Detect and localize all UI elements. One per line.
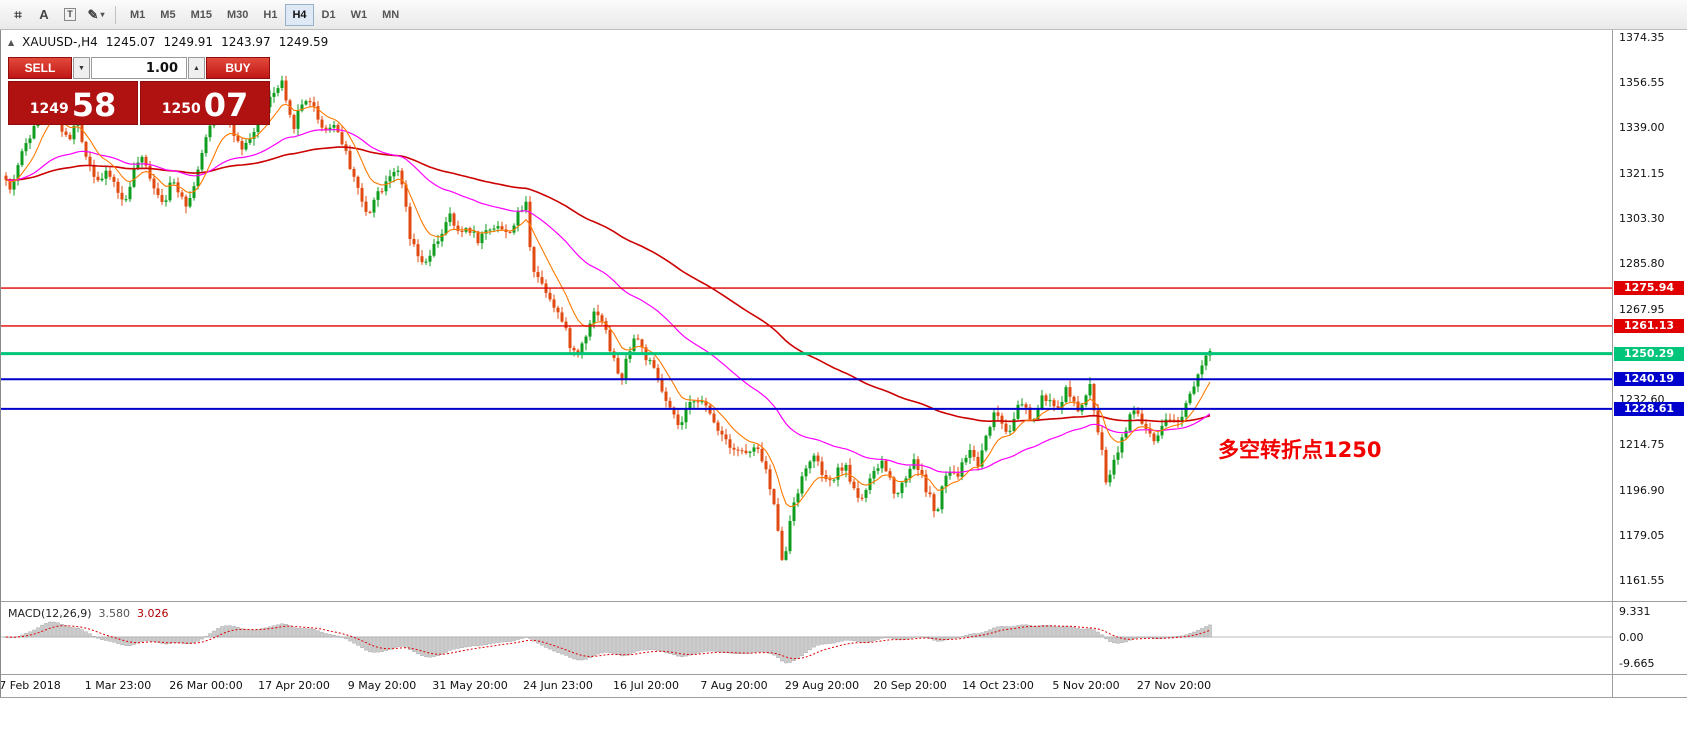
time-axis-label: 17 Apr 20:00	[258, 679, 330, 692]
sell-button[interactable]: SELL	[8, 57, 72, 79]
price-axis-tick: 1374.35	[1619, 31, 1665, 44]
chart-canvas[interactable]	[0, 30, 1612, 601]
macd-timeaxis-divider	[0, 674, 1687, 675]
timeframe-MN[interactable]: MN	[375, 4, 406, 26]
bottom-spacer	[0, 698, 1687, 752]
time-axis-label: 29 Aug 20:00	[784, 679, 860, 692]
price-axis-tick: 1196.90	[1619, 483, 1665, 497]
time-axis-label: 20 Sep 20:00	[873, 679, 947, 692]
label-tool-icon: T	[64, 8, 76, 21]
timeframe-H4[interactable]: H4	[285, 3, 314, 26]
time-axis-label: 14 Oct 23:00	[962, 679, 1034, 692]
time-axis-label: 9 May 20:00	[347, 679, 417, 692]
chart-macd-divider[interactable]	[0, 601, 1687, 602]
time-axis-label: 27 Nov 20:00	[1136, 679, 1212, 692]
price-axis-tick: 1161.55	[1619, 574, 1665, 587]
axis-frame-line	[1612, 30, 1613, 697]
chevron-down-icon: ▾	[100, 10, 105, 19]
price-axis-tick: 1356.55	[1619, 76, 1665, 90]
label-tool-button[interactable]: T	[58, 4, 82, 26]
crosshair-tool-button[interactable]: ⌗	[6, 4, 30, 26]
macd-axis-tick: -9.665	[1619, 657, 1655, 670]
macd-main-value: 3.580	[98, 607, 131, 620]
toolbar: ⌗ A T ✎ ▾ M1 M5 M15 M30 H1 H4 D1 W1 MN	[0, 0, 1687, 30]
price-axis-tick: 1321.15	[1619, 166, 1665, 180]
volume-up-button[interactable]: ▲	[188, 57, 205, 79]
price-level-badge: 1240.19	[1614, 372, 1684, 387]
volume-dropdown-button[interactable]: ▼	[73, 57, 90, 79]
time-axis-label: 1 Mar 23:00	[84, 679, 152, 692]
ohlc-readout: ▲ XAUUSD-,H4 1245.07 1249.91 1243.97 124…	[8, 35, 328, 49]
macd-signal-value: 3.026	[137, 607, 169, 620]
price-level-badge: 1275.94	[1614, 281, 1684, 296]
bid-price-box[interactable]: 1249 58	[8, 81, 138, 125]
time-axis-label: 7 Aug 20:00	[700, 679, 768, 692]
timeframe-M5[interactable]: M5	[153, 4, 182, 26]
buy-button[interactable]: BUY	[206, 57, 270, 79]
price-level-badge: 1261.13	[1614, 318, 1684, 333]
low-value: 1243.97	[221, 35, 271, 49]
timeframe-D1[interactable]: D1	[315, 4, 343, 26]
symbol-label: XAUUSD-,H4	[22, 35, 98, 49]
time-axis-label: 7 Feb 2018	[0, 679, 61, 692]
quote-row: 1249 58 1250 07	[8, 81, 270, 125]
high-value: 1249.91	[163, 35, 214, 49]
macd-axis-tick: 0.00	[1619, 631, 1644, 644]
text-tool-icon: A	[39, 7, 49, 22]
time-axis-label: 31 May 20:00	[432, 679, 508, 692]
price-axis-tick: 1339.00	[1619, 121, 1665, 135]
price-axis-tick: 1285.80	[1619, 256, 1665, 270]
macd-name-label: MACD(12,26,9)	[8, 607, 92, 620]
pencil-icon: ✎	[87, 6, 99, 22]
ask-price-minor: 07	[203, 86, 249, 124]
trade-controls-row: SELL ▼ ▲ BUY	[8, 57, 270, 79]
toolbar-separator	[115, 5, 116, 24]
ask-price-major: 1250	[161, 101, 201, 117]
time-axis-label: 5 Nov 20:00	[1052, 679, 1120, 692]
time-axis-label: 26 Mar 00:00	[169, 679, 243, 692]
macd-axis[interactable]: 9.331 0.00 -9.665	[1613, 603, 1687, 673]
chart-panel: ▲ XAUUSD-,H4 1245.07 1249.91 1243.97 124…	[0, 30, 1612, 601]
timeframe-M30[interactable]: M30	[220, 4, 255, 26]
macd-panel: MACD(12,26,9) 3.580 3.026	[0, 603, 1612, 673]
open-value: 1245.07	[105, 35, 156, 49]
price-level-badge: 1228.61	[1614, 401, 1684, 416]
symbol-marker-icon: ▲	[8, 37, 15, 47]
text-tool-button[interactable]: A	[32, 4, 56, 26]
timeframe-W1[interactable]: W1	[344, 4, 375, 26]
macd-axis-tick: 9.331	[1619, 605, 1651, 618]
drawing-tools-dropdown[interactable]: ✎ ▾	[84, 4, 108, 26]
price-axis-tick: 1303.30	[1619, 212, 1665, 226]
macd-canvas[interactable]	[0, 603, 1612, 673]
chevron-down-icon: ▼	[78, 64, 85, 72]
time-axis-label: 16 Jul 20:00	[613, 679, 679, 692]
timeframe-M1[interactable]: M1	[123, 4, 152, 26]
price-axis-tick: 1214.75	[1619, 438, 1665, 452]
close-value: 1249.59	[278, 35, 329, 49]
crosshair-icon: ⌗	[14, 6, 22, 22]
chevron-up-icon: ▲	[193, 64, 200, 72]
timeframe-H1[interactable]: H1	[256, 4, 284, 26]
bottom-frame-line	[0, 697, 1687, 698]
time-axis[interactable]: 7 Feb 2018 1 Mar 23:00 26 Mar 00:00 17 Apr …	[0, 675, 1612, 697]
price-level-badge: 1250.29	[1614, 346, 1684, 361]
price-axis-tick: 1267.95	[1619, 302, 1665, 316]
price-axis-tick: 1179.05	[1619, 529, 1665, 543]
time-axis-label: 24 Jun 23:00	[523, 679, 593, 692]
ask-price-box[interactable]: 1250 07	[140, 81, 270, 125]
left-frame-line	[0, 30, 1, 697]
chart-text-object[interactable]: 多空转折点1250	[1218, 438, 1382, 462]
macd-readout: MACD(12,26,9) 3.580 3.026	[8, 607, 169, 620]
price-axis[interactable]: 1374.35 1356.55 1339.00 1321.15 1303.30 1285.…	[1613, 30, 1687, 601]
timeframe-M15[interactable]: M15	[184, 4, 219, 26]
bid-price-major: 1249	[29, 101, 69, 117]
volume-input[interactable]	[91, 57, 187, 79]
timeframe-toolbar: M1 M5 M15 M30 H1 H4 D1 W1 MN	[123, 3, 406, 26]
bid-price-minor: 58	[71, 86, 117, 124]
one-click-trading-panel: SELL ▼ ▲ BUY 1249 58 1250 07	[8, 57, 270, 125]
